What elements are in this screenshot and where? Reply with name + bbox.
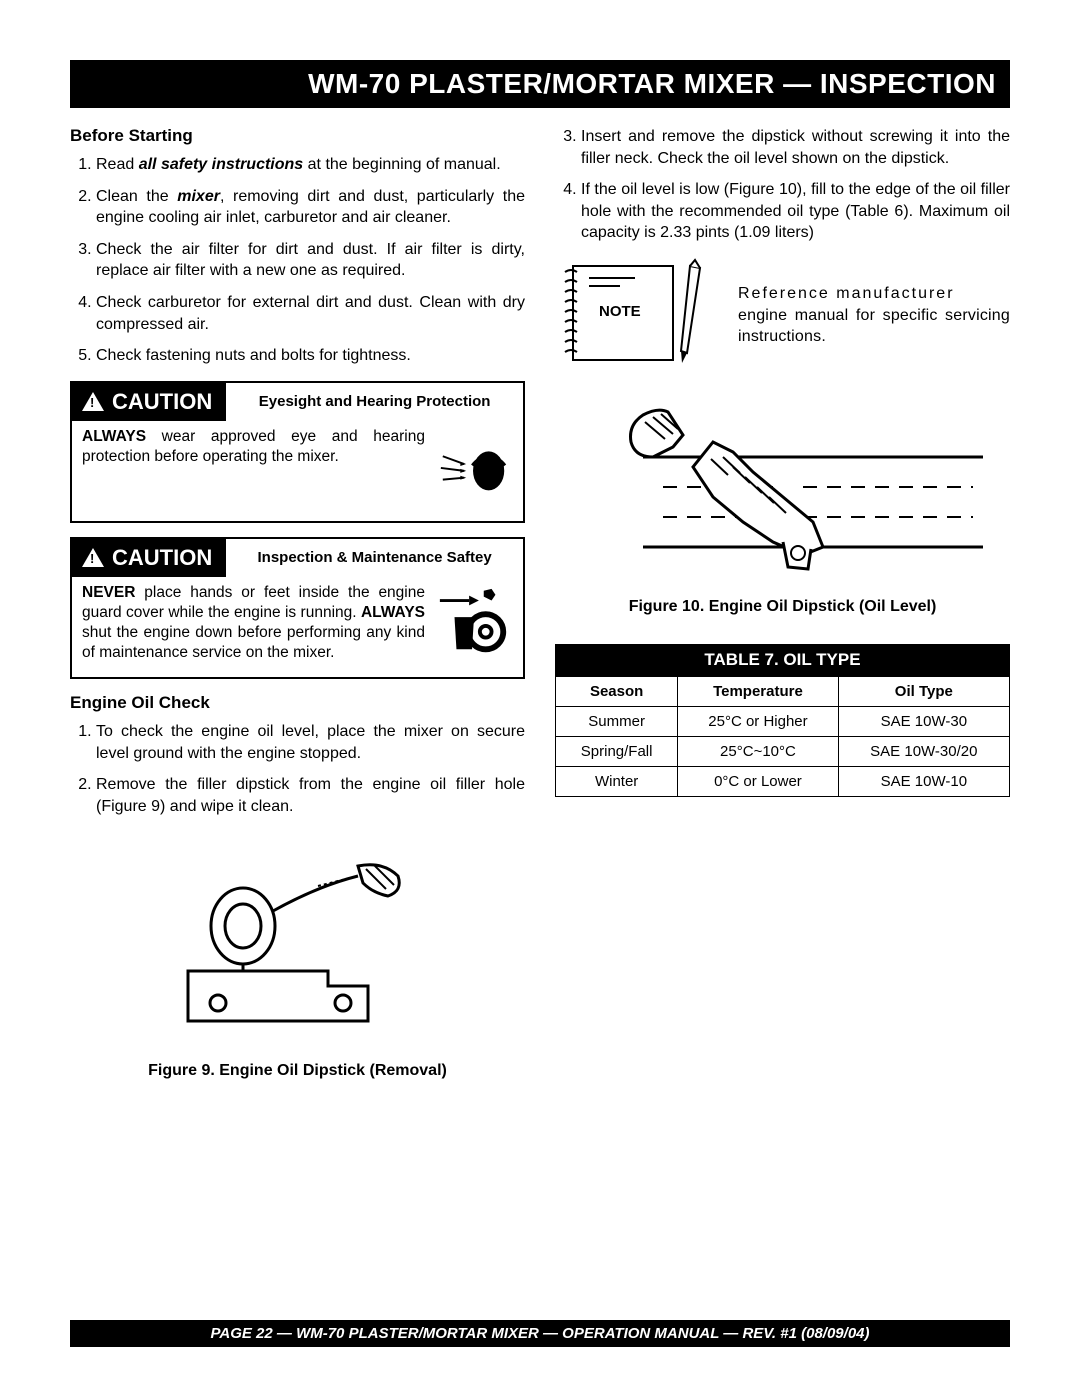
list-item: Check the air filter for dirt and dust. … <box>96 239 525 282</box>
figure-10-caption: Figure 10. Engine Oil Dipstick (Oil Leve… <box>555 598 1010 616</box>
cell: 25°C~10°C <box>678 736 838 766</box>
text: Clean the <box>96 188 177 205</box>
text: at the beginning of manual. <box>303 156 500 173</box>
figure-10 <box>555 387 1010 592</box>
list-item: If the oil level is low (Figure 10), fil… <box>581 179 1010 244</box>
list-item: To check the engine oil level, place the… <box>96 721 525 764</box>
table-row: Summer 25°C or Higher SAE 10W-30 <box>556 706 1010 736</box>
text-emph: NEVER <box>82 584 135 601</box>
oil-type-table: TABLE 7. OIL TYPE Season Temperature Oil… <box>555 644 1010 797</box>
figure-9 <box>70 831 525 1056</box>
caution-box-eyesight: CAUTION Eyesight and Hearing Protection … <box>70 381 525 523</box>
cell: Summer <box>556 706 678 736</box>
col-temperature: Temperature <box>678 676 838 706</box>
figure-9-caption: Figure 9. Engine Oil Dipstick (Removal) <box>70 1062 525 1080</box>
before-starting-head: Before Starting <box>70 126 525 146</box>
text-emph: ALWAYS <box>82 428 146 445</box>
page-title-bar: WM-70 PLASTER/MORTAR MIXER — INSPECTION <box>70 60 1010 108</box>
text-emph: mixer <box>177 188 220 205</box>
list-item: Check carburetor for external dirt and d… <box>96 292 525 335</box>
table-header-row: Season Temperature Oil Type <box>556 676 1010 706</box>
cell: 0°C or Lower <box>678 766 838 796</box>
table-row: Winter 0°C or Lower SAE 10W-10 <box>556 766 1010 796</box>
caution-text: ALWAYS wear approved eye and hearing pro… <box>82 427 425 511</box>
note-text: Reference manufacturer engine manual for… <box>738 283 1010 348</box>
text-emph: all safety instructions <box>139 156 304 173</box>
list-item: Clean the mixer, removing dirt and dust,… <box>96 186 525 229</box>
dipstick-oil-level-illustration <box>573 387 993 587</box>
before-starting-list: Read all safety instructions at the begi… <box>70 154 525 367</box>
footer-bar: PAGE 22 — WM-70 PLASTER/MORTAR MIXER — O… <box>70 1320 1010 1347</box>
text: shut the engine down before performing a… <box>82 624 425 661</box>
caution-badge: CAUTION <box>72 539 226 577</box>
text-emph: ALWAYS <box>361 604 425 621</box>
list-item: Read all safety instructions at the begi… <box>96 154 525 176</box>
content-columns: Before Starting Read all safety instruct… <box>70 126 1010 1080</box>
caution-badge: CAUTION <box>72 383 226 421</box>
caution-box-maintenance: CAUTION Inspection & Maintenance Saftey … <box>70 537 525 679</box>
text: engine manual for specific servicing ins… <box>738 307 1010 346</box>
table-caption: TABLE 7. OIL TYPE <box>555 644 1010 676</box>
engine-oil-check-list: To check the engine oil level, place the… <box>70 721 525 817</box>
caution-body: NEVER place hands or feet inside the eng… <box>72 577 523 677</box>
right-continued-list: Insert and remove the dipstick without s… <box>555 126 1010 244</box>
col-oiltype: Oil Type <box>838 676 1009 706</box>
dipstick-removal-illustration <box>148 831 448 1051</box>
notepad-icon: NOTE <box>555 258 720 373</box>
text: Read <box>96 156 139 173</box>
note-row: NOTE Reference manufacturer engine manua… <box>555 258 1010 373</box>
caution-text: NEVER place hands or feet inside the eng… <box>82 583 425 667</box>
left-column: Before Starting Read all safety instruct… <box>70 126 525 1080</box>
cell: 25°C or Higher <box>678 706 838 736</box>
caution-head-row: CAUTION Inspection & Maintenance Saftey <box>72 539 523 577</box>
table-row: Spring/Fall 25°C~10°C SAE 10W-30/20 <box>556 736 1010 766</box>
ear-protection-icon <box>435 427 513 511</box>
list-item: Check fastening nuts and bolts for tight… <box>96 345 525 367</box>
caution-head-row: CAUTION Eyesight and Hearing Protection <box>72 383 523 421</box>
caution-label: CAUTION <box>112 545 212 571</box>
list-item: Remove the filler dipstick from the engi… <box>96 774 525 817</box>
caution-title: Eyesight and Hearing Protection <box>226 389 523 415</box>
svg-text:NOTE: NOTE <box>599 303 641 320</box>
right-column: Insert and remove the dipstick without s… <box>555 126 1010 1080</box>
caution-title: Inspection & Maintenance Saftey <box>226 545 523 571</box>
cell: Spring/Fall <box>556 736 678 766</box>
col-season: Season <box>556 676 678 706</box>
caution-label: CAUTION <box>112 389 212 415</box>
engine-oil-check-head: Engine Oil Check <box>70 693 525 713</box>
cell: SAE 10W-30 <box>838 706 1009 736</box>
warning-triangle-icon <box>82 392 104 411</box>
cell: SAE 10W-10 <box>838 766 1009 796</box>
cell: Winter <box>556 766 678 796</box>
caution-body: ALWAYS wear approved eye and hearing pro… <box>72 421 523 521</box>
cell: SAE 10W-30/20 <box>838 736 1009 766</box>
hand-hazard-icon <box>435 583 513 667</box>
list-item: Insert and remove the dipstick without s… <box>581 126 1010 169</box>
warning-triangle-icon <box>82 548 104 567</box>
text: Reference manufacturer <box>738 285 955 302</box>
